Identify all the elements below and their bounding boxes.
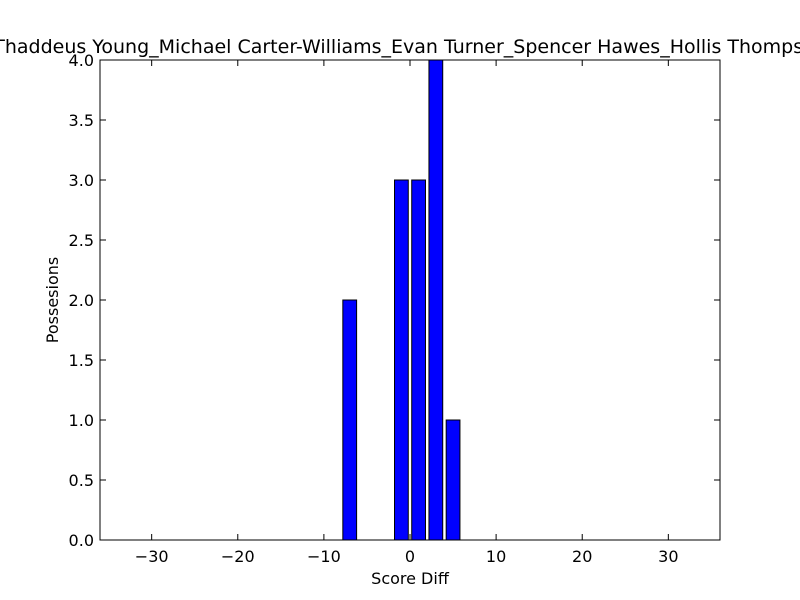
bar	[394, 179, 409, 541]
plot-area-frame	[99, 59, 721, 541]
chart-title: Thaddeus Young_Michael Carter-Williams_E…	[0, 36, 800, 58]
bar	[428, 59, 444, 541]
x-tick-label: −10	[307, 547, 341, 566]
ticks-group: −30 −20 −10 0 10 20 30 0.0 0.5 1.0 1.5 2.0 2.5 3.0 3.5…	[69, 51, 720, 566]
bar	[411, 179, 427, 541]
y-tick-label: 2.5	[69, 231, 94, 250]
x-tick-label: 0	[405, 547, 415, 566]
bar	[342, 299, 358, 541]
plot-area-background	[100, 60, 720, 540]
x-tick-label: 10	[486, 547, 506, 566]
y-tick-label: 2.0	[69, 291, 94, 310]
y-tick-label: 0.5	[69, 471, 94, 490]
x-tick-label: 30	[658, 547, 678, 566]
y-tick-label: 1.0	[69, 411, 94, 430]
y-axis-label: Possesions	[43, 257, 62, 343]
y-tick-label: 3.5	[69, 111, 94, 130]
y-tick-label: 3.0	[69, 171, 94, 190]
x-tick-label: 20	[572, 547, 592, 566]
x-tick-label: −30	[135, 547, 169, 566]
bar	[445, 419, 461, 541]
y-tick-label: 1.5	[69, 351, 94, 370]
y-tick-label: 0.0	[69, 531, 94, 550]
x-axis-label: Score Diff	[371, 569, 450, 588]
x-tick-label: −20	[221, 547, 255, 566]
bars-group	[342, 59, 461, 541]
y-tick-label: 4.0	[69, 51, 94, 70]
